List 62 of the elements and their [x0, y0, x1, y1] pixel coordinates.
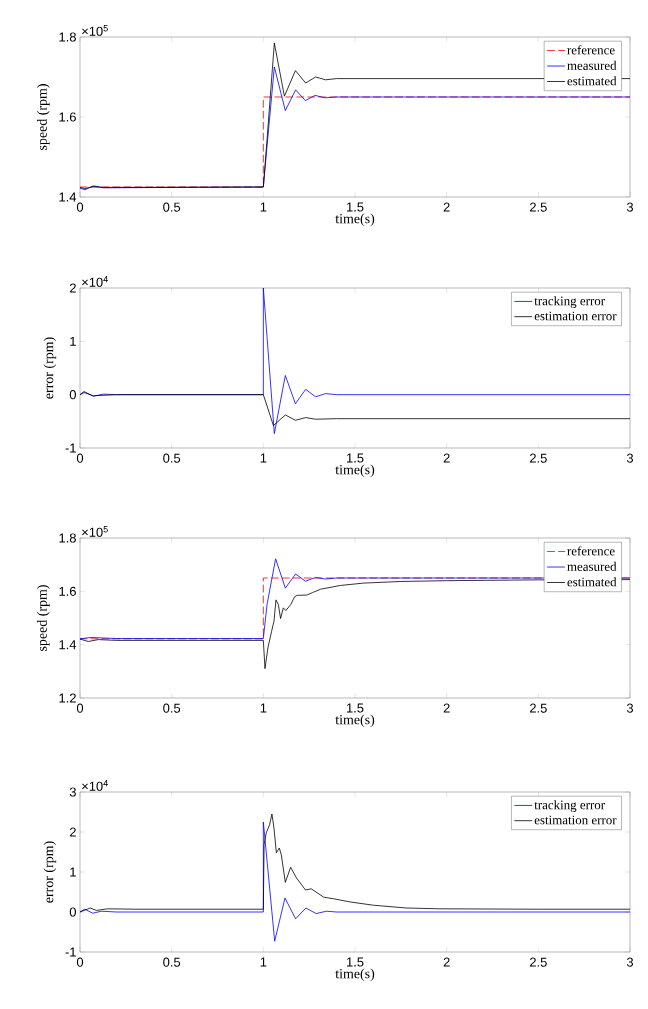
- x-tick-label: 1.5: [346, 453, 364, 463]
- x-tick-label: 0.5: [163, 957, 181, 967]
- y-axis-title: error (rpm): [43, 841, 57, 903]
- y-tick-label: 2: [69, 827, 76, 837]
- x-tick-label: 0.5: [163, 453, 181, 463]
- legend-label: estimated: [567, 76, 617, 86]
- y-tick-label: 1.4: [59, 192, 77, 202]
- legend-label: estimation error: [534, 815, 617, 825]
- x-tick-label: 3: [626, 453, 634, 463]
- x-axis-title: time(s): [335, 714, 375, 728]
- y-axis-title: speed (rpm): [36, 84, 50, 150]
- legend-label: measured: [567, 561, 617, 571]
- x-tick-label: 3: [626, 202, 634, 212]
- x-axis-title: time(s): [335, 968, 375, 982]
- x-tick-label: 1: [260, 202, 267, 212]
- y-tick-label: 0: [69, 390, 76, 400]
- y-tick-label: 0: [69, 907, 76, 917]
- legend-label: measured: [567, 60, 617, 70]
- legend-label: tracking error: [534, 296, 605, 308]
- y-tick-label: 1.4: [59, 640, 77, 650]
- x-tick-label: 2.5: [529, 453, 547, 463]
- x-tick-label: 2.5: [529, 202, 547, 212]
- x-tick-label: 0.5: [163, 202, 181, 212]
- x-tick-label: 3: [626, 703, 634, 713]
- legend-label: estimated: [567, 577, 617, 587]
- x-tick-label: 2: [443, 453, 450, 463]
- y-tick-label: -1: [65, 947, 76, 957]
- x-tick-label: 2.5: [529, 703, 547, 713]
- x-tick-label: 1: [260, 703, 267, 713]
- x-tick-label: 2: [443, 703, 450, 713]
- legend-label: estimation error: [534, 311, 617, 321]
- x-tick-label: 3: [626, 957, 634, 967]
- legend-label: reference: [567, 546, 615, 556]
- y-tick-label: 2: [69, 283, 76, 293]
- x-tick-label: 1.5: [346, 703, 364, 713]
- y-tick-label: 1.6: [59, 586, 76, 596]
- x-tick-label: 2: [443, 202, 450, 212]
- x-tick-label: 1: [260, 453, 267, 463]
- y-tick-label: 1.2: [59, 693, 76, 703]
- x-axis-title: time(s): [335, 464, 375, 478]
- y-tick-label: 1.8: [59, 32, 76, 42]
- x-tick-label: 2: [443, 957, 450, 967]
- x-axis-title: time(s): [335, 213, 375, 227]
- text: ×10$^{5}$: [82, 25, 108, 36]
- text: ×10$^{4}$: [82, 780, 108, 791]
- y-tick-label: 1.8: [59, 533, 76, 543]
- legend-label: tracking error: [534, 800, 605, 812]
- y-tick-label: 1.6: [59, 112, 76, 122]
- y-tick-label: -1: [65, 443, 76, 453]
- x-tick-label: 2.5: [529, 957, 547, 967]
- y-tick-label: 1: [70, 867, 76, 877]
- text: ×10$^{4}$: [82, 276, 108, 287]
- x-tick-label: 1: [260, 957, 267, 967]
- x-tick-label: 1.5: [346, 957, 364, 967]
- legend-label: reference: [567, 45, 615, 55]
- x-tick-label: 0.5: [163, 703, 181, 713]
- y-axis-title: speed (rpm): [36, 585, 50, 651]
- y-tick-label: 3: [69, 787, 76, 797]
- y-tick-label: 1: [70, 336, 76, 346]
- x-tick-label: 1.5: [346, 202, 364, 212]
- y-axis-title: error (rpm): [43, 337, 57, 399]
- text: ×10$^{5}$: [82, 526, 108, 537]
